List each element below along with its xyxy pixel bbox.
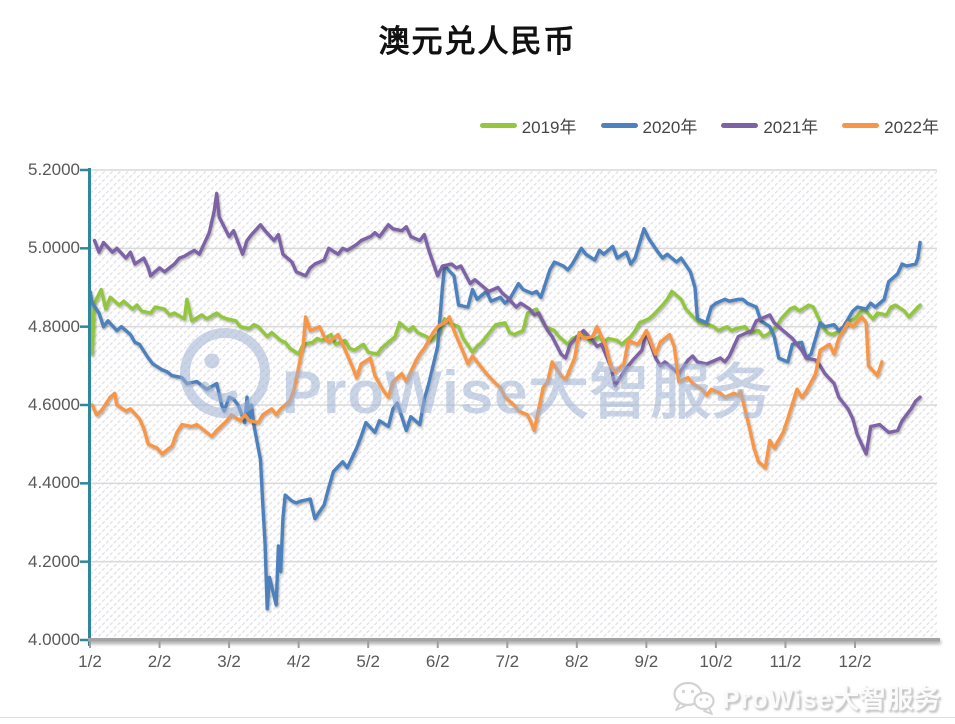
y-axis-label: 5.2000 <box>28 160 80 179</box>
center-watermark: ProWise大智服务 <box>180 328 773 426</box>
x-axis-label: 4/2 <box>286 652 311 671</box>
x-axis-label: 5/2 <box>356 652 380 671</box>
x-axis-line <box>88 638 940 642</box>
footer-watermark: ProWise大智服务 <box>672 679 941 716</box>
legend-label: 2022年 <box>884 118 939 137</box>
legend-label: 2021年 <box>763 118 819 137</box>
legend-item-2021年: 2021年 <box>721 113 818 138</box>
bottom-divider <box>0 717 955 718</box>
watermark-logo-circle <box>180 328 270 418</box>
x-axis-label: 8/2 <box>564 652 589 671</box>
legend: 2019年 2020年 2021年 2022年 <box>479 113 939 138</box>
series-line-2022年 <box>90 315 884 470</box>
footer-watermark-text: ProWise大智服务 <box>722 684 941 714</box>
y-axis-label: 4.0000 <box>28 630 80 649</box>
chart-title: 澳元兑人民币 <box>378 24 577 60</box>
y-axis-label: 5.0000 <box>28 238 80 258</box>
watermark-logo-dot <box>204 353 220 369</box>
legend-item-2020年: 2020年 <box>600 113 698 138</box>
y-axis-label: 4.6000 <box>28 395 80 414</box>
x-axis-label: 9/2 <box>634 652 659 671</box>
legend-swatch <box>600 123 638 128</box>
x-axis-label: 1/2 <box>78 652 102 671</box>
legend-label: 2020年 <box>642 118 698 137</box>
x-axis-label: 7/2 <box>495 652 520 671</box>
x-axis-label: 6/2 <box>425 652 450 671</box>
wechat-icon <box>673 681 715 715</box>
x-axis-label: 2/2 <box>147 652 172 671</box>
x-axis-label: 3/2 <box>217 652 241 671</box>
watermark-logo-swoosh <box>200 381 238 403</box>
y-axis <box>80 168 91 646</box>
x-axis-label: 12/2 <box>838 652 872 671</box>
legend-item-2019年: 2019年 <box>479 113 577 138</box>
y-axis-label: 4.4000 <box>28 473 80 493</box>
y-axis-label: 4.2000 <box>28 551 80 571</box>
legend-swatch <box>842 123 880 128</box>
legend-swatch <box>479 123 517 128</box>
x-axis-label: 11/2 <box>769 652 802 671</box>
x-axis <box>88 638 940 648</box>
series-line-2019年 <box>88 287 922 356</box>
center-watermark-text: ProWise大智服务 <box>282 359 773 426</box>
legend-swatch <box>721 123 759 128</box>
legend-item-2022年: 2022年 <box>842 113 939 138</box>
y-axis-label: 4.8000 <box>28 316 80 336</box>
series-line-2021年 <box>92 191 922 456</box>
legend-label: 2019年 <box>521 118 577 137</box>
x-axis-label: 10/2 <box>699 652 733 671</box>
